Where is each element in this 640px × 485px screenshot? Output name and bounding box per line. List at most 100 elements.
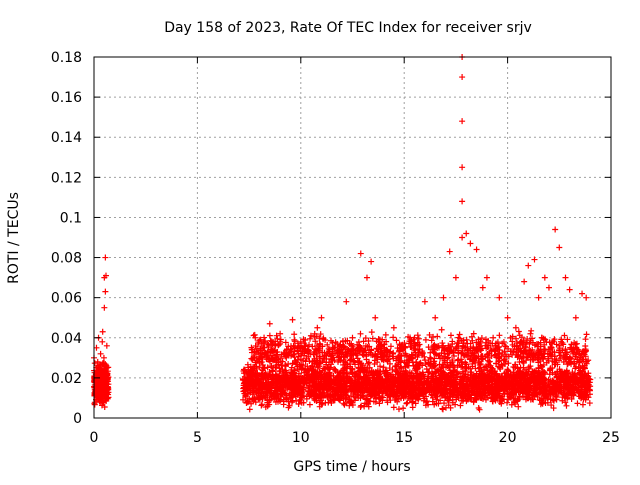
data-point bbox=[556, 346, 563, 353]
data-point bbox=[508, 390, 515, 397]
data-point bbox=[579, 290, 586, 297]
data-point bbox=[553, 396, 560, 403]
data-point bbox=[400, 368, 407, 375]
data-point bbox=[513, 371, 520, 378]
data-point bbox=[490, 391, 497, 398]
data-point bbox=[460, 374, 467, 381]
y-tick-label: 0.16 bbox=[51, 90, 82, 106]
data-point bbox=[527, 330, 534, 337]
data-point bbox=[318, 401, 325, 408]
x-tick-label: 5 bbox=[193, 430, 202, 446]
data-point bbox=[452, 345, 459, 352]
data-point bbox=[586, 400, 593, 407]
data-point bbox=[482, 342, 489, 349]
data-point bbox=[272, 349, 279, 356]
data-point bbox=[276, 368, 283, 375]
data-point bbox=[322, 370, 329, 377]
data-point bbox=[502, 343, 509, 350]
data-point bbox=[518, 377, 525, 384]
data-point bbox=[402, 350, 409, 357]
data-point bbox=[96, 364, 103, 371]
data-point bbox=[362, 400, 369, 407]
data-point bbox=[479, 284, 486, 291]
data-point bbox=[268, 384, 275, 391]
data-point bbox=[388, 383, 395, 390]
data-point bbox=[484, 374, 491, 381]
data-point bbox=[349, 366, 356, 373]
data-point bbox=[269, 367, 276, 374]
data-point bbox=[465, 392, 472, 399]
data-point bbox=[338, 391, 345, 398]
data-point bbox=[548, 402, 555, 409]
data-point bbox=[399, 390, 406, 397]
data-point bbox=[515, 328, 522, 335]
data-point bbox=[419, 348, 426, 355]
data-point bbox=[334, 350, 341, 357]
data-point bbox=[551, 336, 558, 343]
data-point bbox=[523, 353, 530, 360]
data-point bbox=[249, 395, 256, 402]
data-point bbox=[245, 399, 252, 406]
data-point bbox=[346, 386, 353, 393]
data-point bbox=[298, 394, 305, 401]
data-point bbox=[455, 340, 462, 347]
data-point bbox=[411, 334, 418, 341]
data-point bbox=[314, 370, 321, 377]
data-point bbox=[475, 358, 482, 365]
data-point bbox=[516, 393, 523, 400]
data-point bbox=[393, 337, 400, 344]
data-point bbox=[491, 394, 498, 401]
data-point bbox=[455, 356, 462, 363]
data-point bbox=[536, 351, 543, 358]
data-point bbox=[309, 371, 316, 378]
data-point bbox=[455, 389, 462, 396]
data-point bbox=[293, 374, 300, 381]
data-point bbox=[432, 368, 439, 375]
data-point bbox=[374, 367, 381, 374]
data-point bbox=[352, 347, 359, 354]
data-point bbox=[441, 347, 448, 354]
data-point bbox=[572, 314, 579, 321]
data-point bbox=[295, 390, 302, 397]
data-point bbox=[330, 388, 337, 395]
data-point bbox=[455, 350, 462, 357]
data-point bbox=[501, 356, 508, 363]
data-point bbox=[467, 240, 474, 247]
data-point bbox=[360, 338, 367, 345]
data-point bbox=[537, 343, 544, 350]
data-point bbox=[94, 384, 101, 391]
data-point bbox=[470, 352, 477, 359]
data-point bbox=[483, 339, 490, 346]
data-point bbox=[355, 359, 362, 366]
data-point bbox=[439, 363, 446, 370]
data-point bbox=[381, 349, 388, 356]
data-point bbox=[569, 369, 576, 376]
data-point bbox=[416, 341, 423, 348]
data-point bbox=[329, 339, 336, 346]
data-point bbox=[505, 367, 512, 374]
data-point bbox=[582, 386, 589, 393]
data-point bbox=[103, 378, 110, 385]
data-point bbox=[96, 398, 103, 405]
data-point bbox=[100, 354, 107, 361]
data-point bbox=[319, 349, 326, 356]
data-point bbox=[334, 395, 341, 402]
data-point bbox=[566, 286, 573, 293]
data-point bbox=[525, 262, 532, 269]
data-point bbox=[572, 353, 579, 360]
data-point bbox=[541, 370, 548, 377]
data-point bbox=[331, 365, 338, 372]
data-point bbox=[321, 355, 328, 362]
data-point bbox=[437, 371, 444, 378]
data-point bbox=[318, 380, 325, 387]
data-point bbox=[317, 353, 324, 360]
data-point bbox=[423, 399, 430, 406]
data-point bbox=[364, 360, 371, 367]
data-point bbox=[369, 335, 376, 342]
data-point bbox=[322, 399, 329, 406]
data-point bbox=[493, 384, 500, 391]
data-point bbox=[473, 246, 480, 253]
y-tick-label: 0.14 bbox=[51, 130, 82, 146]
data-point bbox=[282, 381, 289, 388]
